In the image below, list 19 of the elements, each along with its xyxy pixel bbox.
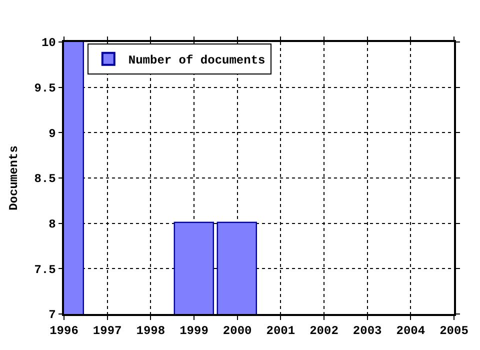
legend-label: Number of documents bbox=[128, 54, 266, 68]
x-tick-label: 2004 bbox=[396, 324, 426, 338]
y-tick-label: 9 bbox=[48, 126, 56, 141]
y-tick-label: 8 bbox=[48, 218, 56, 232]
x-tick-label: 1998 bbox=[136, 324, 166, 338]
y-tick-label: 8.5 bbox=[34, 172, 56, 186]
y-tick-label: 7 bbox=[48, 308, 56, 322]
y-axis-title: Documents bbox=[7, 146, 22, 210]
x-tick-label: 1996 bbox=[50, 324, 78, 338]
y-tick-label: 9.5 bbox=[34, 82, 56, 96]
x-tick-label: 2002 bbox=[310, 324, 338, 338]
x-tick-label: 2005 bbox=[440, 324, 468, 338]
x-tick-label: 2000 bbox=[222, 324, 252, 338]
x-tick-label: 1997 bbox=[92, 324, 122, 338]
y-tick-label: 7.5 bbox=[34, 262, 56, 277]
x-tick-label: 2001 bbox=[266, 324, 296, 338]
x-tick-label: 2003 bbox=[352, 324, 382, 338]
x-tick-label: 1999 bbox=[180, 324, 208, 338]
y-tick-label: 10 bbox=[41, 36, 56, 50]
